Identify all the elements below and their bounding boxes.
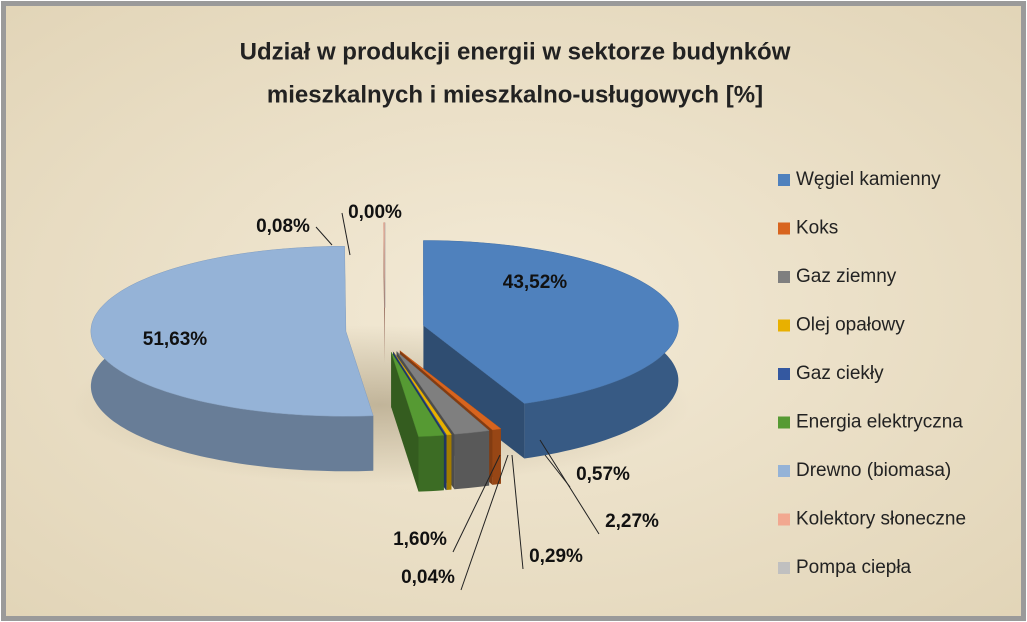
legend: Węgiel kamienny Koks Gaz ziemny Olej opałow… <box>778 169 966 578</box>
value-label: 51,63% <box>143 329 208 350</box>
legend-swatch <box>778 416 790 429</box>
legend-label: Olej opałowy <box>796 315 905 336</box>
legend-swatch <box>778 368 790 380</box>
leader-line <box>511 454 524 570</box>
value-label: 0,04% <box>401 567 455 588</box>
legend-label: Gaz ziemny <box>796 266 897 287</box>
slice-side <box>423 325 525 459</box>
slice <box>396 351 490 435</box>
slice-side <box>446 434 452 490</box>
legend-swatch <box>778 271 790 283</box>
pie <box>90 222 679 492</box>
labels: 43,52% 0,57% 2,27% 0,29% 0,04% 1,60% 51,63% 0,0… <box>143 202 659 591</box>
legend-swatch <box>778 174 790 186</box>
slice-side <box>445 435 447 491</box>
legend-swatch <box>778 319 790 332</box>
legend-label: Kolektory słoneczne <box>796 509 966 530</box>
slice <box>393 351 452 436</box>
leader-line <box>460 454 509 591</box>
legend-label: Energia elektryczna <box>796 412 963 433</box>
slice-side <box>391 352 419 492</box>
leader-line <box>315 226 333 246</box>
legend-swatch <box>778 465 790 477</box>
slice <box>392 351 447 436</box>
value-label: 0,08% <box>256 216 310 237</box>
slice <box>399 350 502 431</box>
value-label: 0,29% <box>529 546 583 567</box>
legend-swatch <box>778 513 790 526</box>
slice <box>423 240 679 404</box>
slice <box>390 351 445 437</box>
legend-label: Gaz ciekły <box>796 363 884 384</box>
chart-title: mieszkalnych i mieszkalno-usługowych [%] <box>267 81 763 108</box>
leader-line <box>539 439 600 535</box>
value-label: 0,57% <box>576 464 630 485</box>
value-label: 1,60% <box>393 529 447 550</box>
slice-side <box>418 435 444 492</box>
value-label: 0,00% <box>348 202 402 223</box>
slice-side <box>454 430 490 490</box>
leader-line <box>452 454 501 553</box>
legend-swatch <box>778 562 790 574</box>
slice-side <box>492 428 501 485</box>
legend-label: Koks <box>796 218 838 239</box>
legend-label: Pompa ciepła <box>796 557 912 578</box>
legend-swatch <box>778 222 790 235</box>
legend-label: Drewno (biomasa) <box>796 460 951 481</box>
chart-title: Udział w produkcji energii w sektorze bu… <box>240 38 791 65</box>
slice <box>90 246 374 417</box>
leader-line <box>341 212 351 256</box>
legend-label: Węgiel kamienny <box>796 169 941 190</box>
value-label: 2,27% <box>605 511 659 532</box>
value-label: 43,52% <box>503 272 568 293</box>
